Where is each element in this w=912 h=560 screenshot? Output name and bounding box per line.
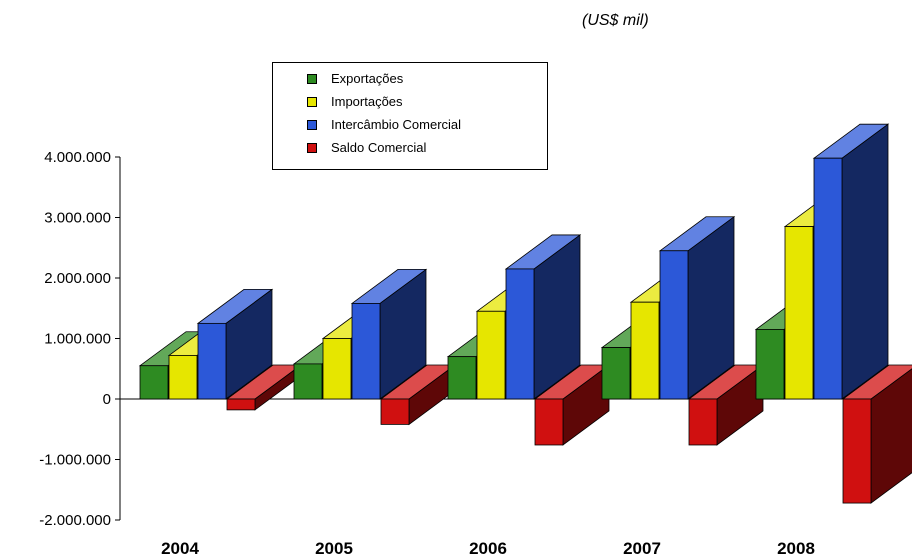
legend-item-saldo: Saldo Comercial [307,136,547,159]
chart-legend: Exportações Importações Intercâmbio Come… [272,62,548,170]
legend-label-intercambio: Intercâmbio Comercial [331,117,462,132]
legend-swatch-intercambio [307,119,317,130]
bar [293,363,323,400]
bar [784,226,814,400]
legend-swatch-exportacoes [307,73,317,84]
x-tick-label: 2007 [623,539,661,558]
bar [688,398,718,446]
y-tick-label: -1.000.000 [39,452,111,469]
y-tick-label: 3.000.000 [44,210,111,227]
legend-item-exportacoes: Exportações [307,67,547,90]
bar [813,157,843,400]
bar-side [841,123,889,400]
legend-label-importacoes: Importações [331,94,403,109]
bar [380,398,410,425]
x-tick-label: 2005 [315,539,353,558]
bar [197,322,227,400]
legend-swatch-saldo [307,142,317,153]
legend-item-importacoes: Importações [307,90,547,113]
legend-swatch-importacoes [307,96,317,107]
y-tick-label: -2.000.000 [39,512,111,529]
bar [168,355,198,400]
y-tick-label: 2.000.000 [44,270,111,287]
bar [139,365,169,400]
bar [476,310,506,400]
legend-item-intercambio: Intercâmbio Comercial [307,113,547,136]
bar [322,338,352,400]
y-tick-label: 4.000.000 [44,149,111,166]
unit-label: (US$ mil) [582,12,649,29]
bar [755,329,785,400]
bar [351,303,381,400]
y-tick-label: 0 [103,391,111,408]
bar [659,250,689,400]
y-tick-label: 1.000.000 [44,331,111,348]
legend-label-exportacoes: Exportações [331,71,404,86]
x-tick-label: 2004 [161,539,199,558]
bar [447,356,477,400]
x-tick-label: 2006 [469,539,507,558]
bar [842,398,872,504]
bar [630,301,660,400]
bar [534,398,564,446]
bar [226,398,256,411]
bar [601,347,631,400]
bar [505,268,535,400]
x-tick-label: 2008 [777,539,815,558]
legend-label-saldo: Saldo Comercial [331,140,427,155]
